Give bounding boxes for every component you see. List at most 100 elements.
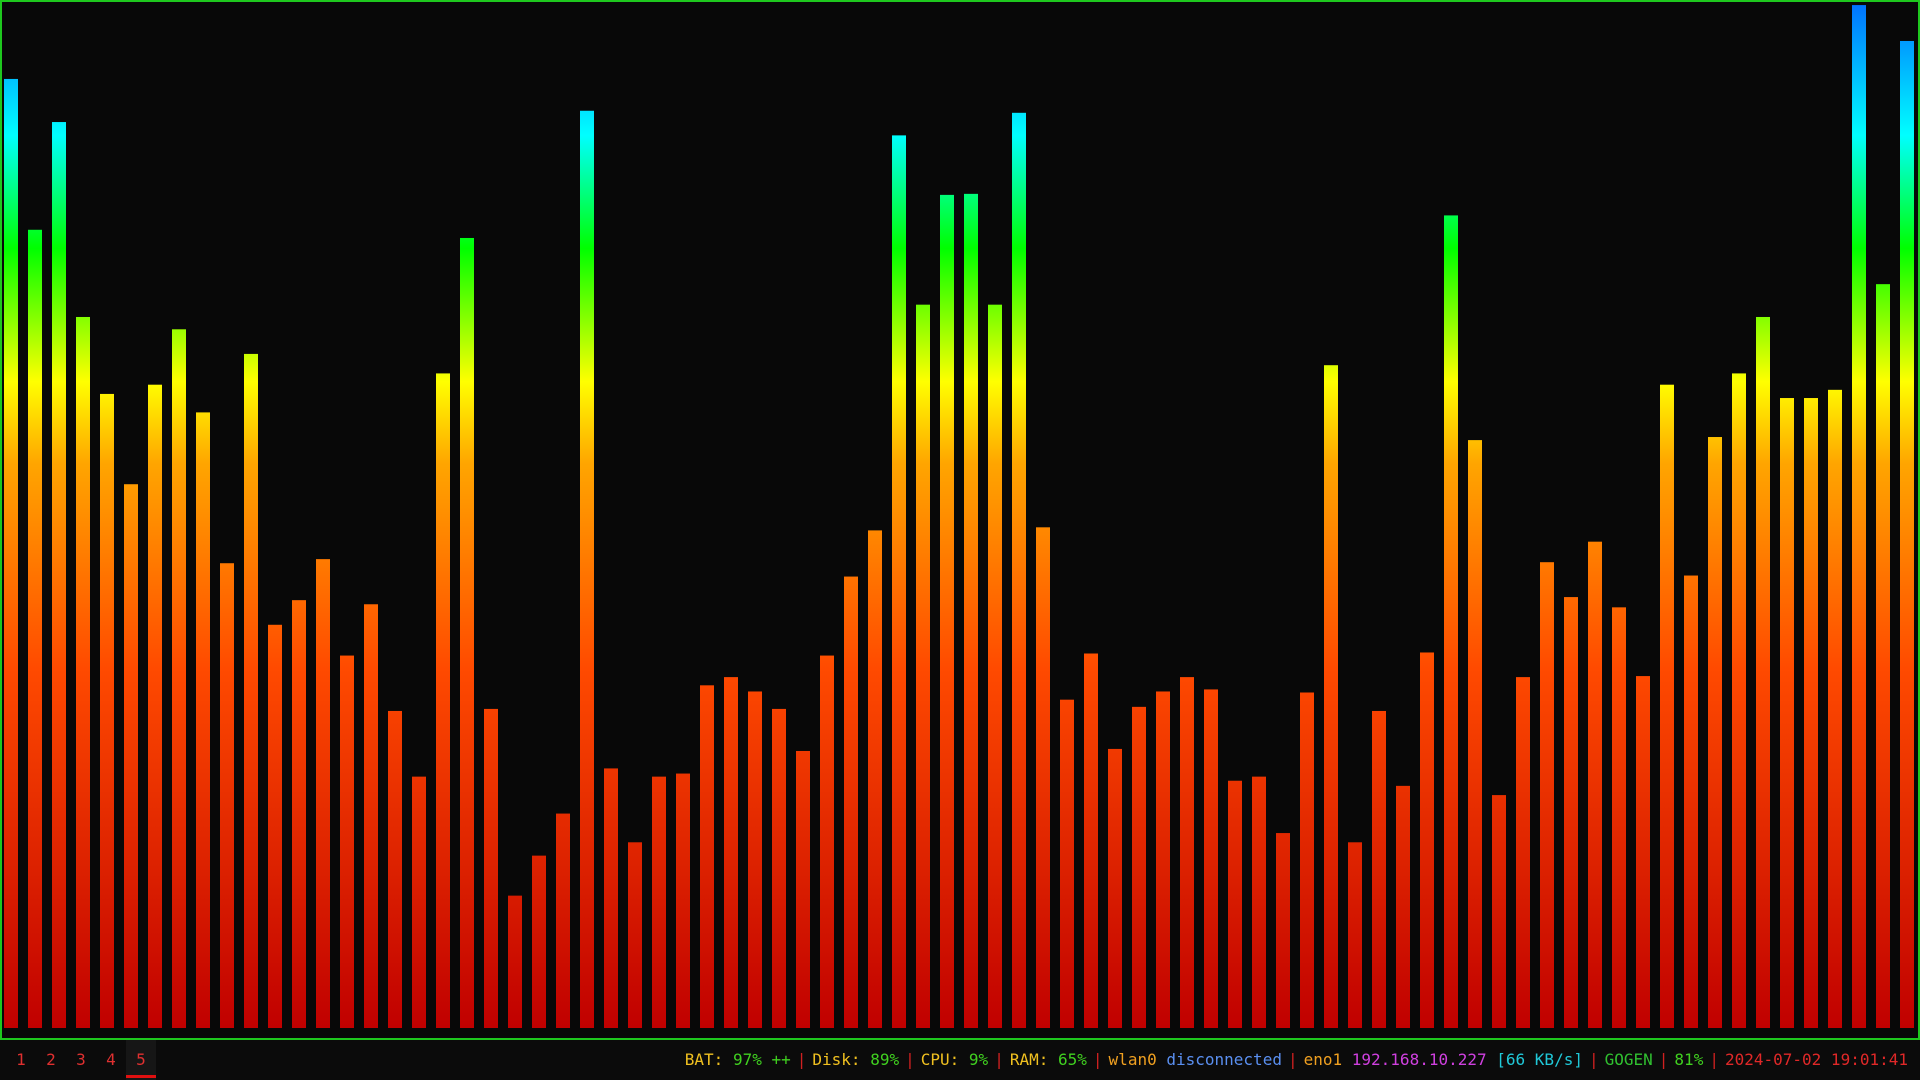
- spectrum-bar: [1588, 541, 1602, 1028]
- spectrum-bar: [1012, 112, 1026, 1029]
- spectrum-bar: [1348, 842, 1362, 1028]
- status-blocks: BAT: 97% ++ | Disk: 89% | CPU: 9% | RAM: 65% | w…: [685, 1040, 1908, 1080]
- spectrum-bar: [628, 842, 642, 1028]
- spectrum-bar: [988, 304, 1002, 1028]
- spectrum-bar: [748, 691, 762, 1028]
- spectrum-bar: [1084, 653, 1098, 1028]
- spectrum-bar: [652, 776, 666, 1028]
- spectrum-bar: [580, 110, 594, 1029]
- spectrum-bar: [484, 708, 498, 1028]
- spectrum-bar: [1708, 437, 1722, 1028]
- separator: |: [1287, 1050, 1298, 1069]
- spectrum-bar: [916, 304, 930, 1028]
- spectrum-bar: [148, 384, 162, 1028]
- spectrum-bar: [556, 813, 570, 1028]
- spectrum-bar: [4, 78, 18, 1028]
- volume-label[interactable]: GOGEN: [1604, 1050, 1653, 1069]
- spectrum-bar: [964, 193, 978, 1028]
- spectrum-bar: [52, 122, 66, 1029]
- spectrum-bar: [1612, 607, 1626, 1028]
- spectrum-bar: [844, 576, 858, 1028]
- spectrum-bar: [820, 655, 834, 1028]
- spectrum-bar: [196, 412, 210, 1028]
- spectrum-bar: [1804, 398, 1818, 1028]
- spectrum-bar: [1252, 776, 1266, 1028]
- spectrum-bar: [172, 329, 186, 1028]
- spectrum-bar: [1420, 652, 1434, 1028]
- spectrum-bar: [700, 685, 714, 1028]
- spectrum-bar: [1876, 284, 1890, 1028]
- spectrum-bar: [1780, 398, 1794, 1028]
- workspace-switcher: 1 2 3 4 5: [6, 1040, 156, 1080]
- workspace-3[interactable]: 3: [76, 1050, 86, 1069]
- spectrum-bar: [868, 530, 882, 1028]
- spectrum-bar: [1180, 677, 1194, 1028]
- spectrum-bar: [508, 895, 522, 1028]
- spectrum-visualizer: [4, 5, 1914, 1029]
- spectrum-bar: [388, 710, 402, 1028]
- workspace-4[interactable]: 4: [106, 1050, 116, 1069]
- spectrum-bar: [1828, 389, 1842, 1028]
- visualizer-window[interactable]: [0, 0, 1920, 1040]
- spectrum-bar: [220, 563, 234, 1028]
- clock: 2024-07-02 19:01:41: [1724, 1050, 1908, 1069]
- separator: |: [1092, 1050, 1103, 1069]
- spectrum-bar: [1324, 365, 1338, 1029]
- spectrum-bar: [532, 855, 546, 1028]
- spectrum-bar: [604, 768, 618, 1028]
- battery-value: 97% ++: [732, 1050, 791, 1069]
- disk-label: Disk:: [812, 1050, 861, 1069]
- spectrum-bar: [1636, 676, 1650, 1028]
- spectrum-bar: [1132, 706, 1146, 1028]
- ethernet-ip: 192.168.10.227: [1351, 1050, 1487, 1069]
- spectrum-bar: [1564, 597, 1578, 1028]
- battery-label: BAT:: [684, 1050, 724, 1069]
- spectrum-bar: [1516, 677, 1530, 1028]
- ram-value: 65%: [1058, 1050, 1087, 1069]
- spectrum-bar: [1156, 691, 1170, 1028]
- workspace-1[interactable]: 1: [16, 1050, 26, 1069]
- spectrum-bar: [1852, 5, 1866, 1028]
- spectrum-bar: [292, 600, 306, 1028]
- spectrum-bar: [124, 484, 138, 1029]
- spectrum-bar: [460, 237, 474, 1029]
- workspace-2[interactable]: 2: [46, 1050, 56, 1069]
- ram-label: RAM:: [1009, 1050, 1049, 1069]
- spectrum-bar: [676, 773, 690, 1028]
- spectrum-bar: [1684, 575, 1698, 1028]
- separator: |: [1709, 1050, 1719, 1069]
- spectrum-bar: [1660, 384, 1674, 1028]
- volume-value[interactable]: 81%: [1674, 1050, 1704, 1069]
- spectrum-bar: [1396, 785, 1410, 1028]
- separator: |: [1658, 1050, 1669, 1069]
- spectrum-bar: [28, 229, 42, 1029]
- disk-value: 89%: [870, 1050, 900, 1069]
- spectrum-bar: [1060, 699, 1074, 1028]
- spectrum-bar: [772, 708, 786, 1028]
- separator: |: [994, 1050, 1004, 1069]
- spectrum-bar: [1900, 40, 1914, 1029]
- spectrum-bar: [892, 135, 906, 1028]
- spectrum-bar: [340, 655, 354, 1028]
- ethernet-interface: eno1: [1303, 1050, 1343, 1069]
- spectrum-bar: [364, 604, 378, 1028]
- wlan-interface: wlan0: [1108, 1050, 1157, 1069]
- ethernet-rate: [66 KB/s]: [1496, 1050, 1583, 1069]
- spectrum-bar: [76, 316, 90, 1028]
- spectrum-bar: [100, 393, 114, 1028]
- spectrum-bar: [1492, 795, 1506, 1028]
- spectrum-bar: [1444, 215, 1458, 1028]
- spectrum-bar: [1468, 440, 1482, 1028]
- spectrum-bar: [1276, 833, 1290, 1028]
- spectrum-bar: [1204, 689, 1218, 1028]
- cpu-label: CPU:: [920, 1050, 960, 1069]
- spectrum-bar: [436, 373, 450, 1028]
- workspace-5[interactable]: 5: [126, 1040, 156, 1080]
- cpu-value: 9%: [968, 1050, 989, 1069]
- spectrum-bar: [244, 353, 258, 1029]
- spectrum-bar: [940, 194, 954, 1028]
- status-bar: 1 2 3 4 5 BAT: 97% ++ | Disk: 89% | CPU: 9% |…: [0, 1040, 1920, 1080]
- spectrum-bar: [1540, 562, 1554, 1028]
- spectrum-bar: [1372, 710, 1386, 1028]
